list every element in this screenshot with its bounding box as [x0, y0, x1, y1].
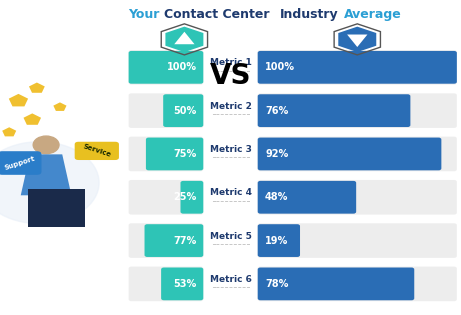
Polygon shape [9, 94, 28, 106]
FancyBboxPatch shape [129, 223, 203, 258]
Polygon shape [347, 35, 367, 47]
Text: ─ ─ ─ ─ ─ ─ ─ ─ ─: ─ ─ ─ ─ ─ ─ ─ ─ ─ [212, 155, 249, 160]
Text: 100%: 100% [265, 62, 295, 72]
FancyBboxPatch shape [145, 224, 203, 257]
FancyBboxPatch shape [258, 266, 457, 301]
Text: 19%: 19% [265, 236, 288, 246]
FancyBboxPatch shape [258, 138, 441, 170]
FancyBboxPatch shape [146, 138, 203, 170]
FancyBboxPatch shape [163, 94, 203, 127]
FancyBboxPatch shape [0, 151, 41, 175]
Text: ─ ─ ─ ─ ─ ─ ─ ─ ─: ─ ─ ─ ─ ─ ─ ─ ─ ─ [212, 198, 249, 203]
Polygon shape [165, 27, 203, 52]
Text: 50%: 50% [174, 106, 197, 116]
Text: VS: VS [210, 62, 251, 89]
Polygon shape [21, 154, 71, 195]
FancyBboxPatch shape [129, 93, 203, 128]
FancyBboxPatch shape [258, 50, 457, 85]
Text: Service: Service [82, 144, 112, 158]
Text: Metric 6: Metric 6 [210, 275, 251, 284]
Polygon shape [28, 189, 85, 227]
Text: ─ ─ ─ ─ ─ ─ ─ ─ ─: ─ ─ ─ ─ ─ ─ ─ ─ ─ [212, 242, 249, 247]
FancyBboxPatch shape [258, 224, 300, 257]
Text: Metric 3: Metric 3 [210, 145, 251, 154]
Text: Metric 2: Metric 2 [210, 102, 251, 111]
Text: 25%: 25% [174, 192, 197, 202]
Text: 100%: 100% [167, 62, 197, 72]
Text: Industry: Industry [280, 8, 339, 21]
FancyBboxPatch shape [258, 223, 457, 258]
Polygon shape [29, 83, 45, 93]
FancyBboxPatch shape [129, 137, 203, 171]
Text: Support: Support [4, 155, 36, 171]
Text: ─ ─ ─ ─ ─ ─ ─ ─ ─: ─ ─ ─ ─ ─ ─ ─ ─ ─ [212, 69, 249, 74]
Text: 48%: 48% [265, 192, 289, 202]
Text: Metric 1: Metric 1 [210, 58, 251, 67]
FancyBboxPatch shape [161, 267, 203, 300]
Text: 92%: 92% [265, 149, 288, 159]
FancyBboxPatch shape [258, 181, 356, 214]
Circle shape [0, 142, 99, 224]
Text: 78%: 78% [265, 279, 289, 289]
FancyBboxPatch shape [129, 51, 203, 84]
FancyBboxPatch shape [258, 267, 414, 300]
FancyBboxPatch shape [258, 51, 457, 84]
FancyBboxPatch shape [129, 50, 203, 85]
FancyBboxPatch shape [258, 94, 410, 127]
Text: Average: Average [343, 8, 401, 21]
FancyBboxPatch shape [129, 180, 203, 215]
FancyBboxPatch shape [258, 180, 457, 215]
Polygon shape [174, 32, 195, 44]
Text: Metric 5: Metric 5 [210, 232, 251, 241]
Polygon shape [2, 127, 16, 136]
FancyBboxPatch shape [258, 137, 457, 171]
FancyBboxPatch shape [129, 266, 203, 301]
Text: Contact Center: Contact Center [164, 8, 269, 21]
Text: 75%: 75% [174, 149, 197, 159]
Text: Metric 4: Metric 4 [209, 188, 252, 198]
Text: 77%: 77% [174, 236, 197, 246]
Text: 76%: 76% [265, 106, 288, 116]
Text: ─ ─ ─ ─ ─ ─ ─ ─ ─: ─ ─ ─ ─ ─ ─ ─ ─ ─ [212, 285, 249, 290]
FancyBboxPatch shape [258, 93, 457, 128]
Text: 53%: 53% [174, 279, 197, 289]
Polygon shape [53, 102, 66, 111]
FancyBboxPatch shape [75, 142, 119, 160]
Polygon shape [338, 27, 376, 52]
Text: ─ ─ ─ ─ ─ ─ ─ ─ ─: ─ ─ ─ ─ ─ ─ ─ ─ ─ [212, 112, 249, 117]
Text: Your: Your [128, 8, 159, 21]
Circle shape [33, 136, 59, 154]
FancyBboxPatch shape [180, 181, 203, 214]
Polygon shape [24, 113, 41, 125]
